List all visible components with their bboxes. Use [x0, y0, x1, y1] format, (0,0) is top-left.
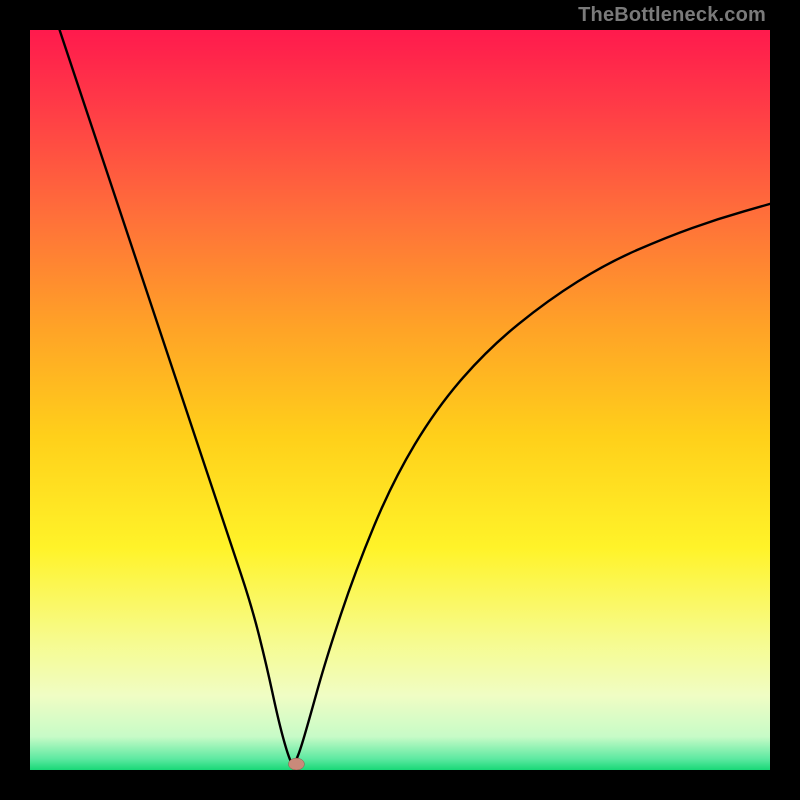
optimum-marker [288, 758, 304, 770]
gradient-background [30, 30, 770, 770]
watermark-text: TheBottleneck.com [578, 4, 766, 27]
plot-area [30, 30, 770, 770]
chart-frame: TheBottleneck.com [0, 0, 800, 800]
plot-svg [30, 30, 770, 770]
